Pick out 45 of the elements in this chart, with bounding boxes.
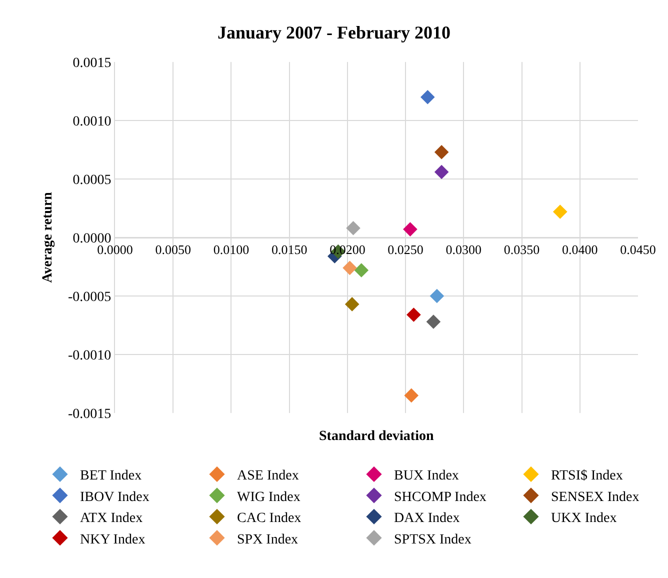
legend-label: IBOV Index: [80, 490, 150, 505]
legend-label: SPX Index: [237, 532, 298, 548]
legend-label: SPTSX Index: [394, 532, 472, 548]
legend-label: SENSEX Index: [551, 490, 640, 505]
point: [430, 288, 444, 304]
point: [403, 222, 418, 236]
y-tick-label: -0.0005: [68, 290, 112, 305]
point: [434, 164, 449, 180]
x-tick-label: 0.0100: [213, 242, 250, 258]
legend-label: DAX Index: [394, 511, 460, 526]
point: [552, 204, 568, 219]
x-tick-label: 0.0450: [620, 242, 656, 258]
y-tick-label: 0.0005: [72, 172, 112, 188]
legend-label: ASE Index: [237, 468, 299, 484]
legend-label: CAC Index: [237, 511, 302, 526]
point: [342, 260, 357, 276]
legend-label: RTSI$ Index: [551, 468, 623, 484]
y-tick-label: -0.0015: [68, 406, 112, 422]
chart-title: January 2007 - February 2010: [218, 22, 450, 43]
y-tick-label: -0.0010: [68, 348, 112, 364]
point: [404, 388, 419, 403]
x-tick-label: 0.0300: [446, 242, 482, 258]
point: [420, 90, 435, 104]
x-tick-label: 0.0250: [388, 242, 424, 258]
legend-label: WIG Index: [237, 490, 300, 505]
point: [426, 314, 441, 329]
x-tick-label: 0.0150: [271, 242, 308, 258]
point: [406, 308, 421, 322]
x-tick-label: 0.0050: [155, 242, 191, 258]
legend-label: NKY Index: [80, 532, 146, 548]
legend-label: SHCOMP Index: [394, 490, 486, 505]
y-axis-title: Average return: [40, 192, 56, 283]
y-tick-label: 0.0010: [72, 114, 112, 130]
point: [354, 263, 369, 278]
x-tick-label: 0.0400: [562, 242, 598, 258]
legend-label: UKX Index: [551, 511, 617, 526]
x-tick-label: 0.0350: [504, 242, 540, 258]
point: [346, 220, 360, 236]
legend-label: ATX Index: [80, 511, 143, 526]
legend-label: BET Index: [80, 468, 142, 484]
legend-label: BUX Index: [394, 468, 459, 484]
y-tick-label: 0.0015: [72, 56, 112, 71]
point: [344, 297, 360, 312]
point: [434, 144, 449, 160]
x-axis-title: Standard deviation: [319, 429, 434, 444]
